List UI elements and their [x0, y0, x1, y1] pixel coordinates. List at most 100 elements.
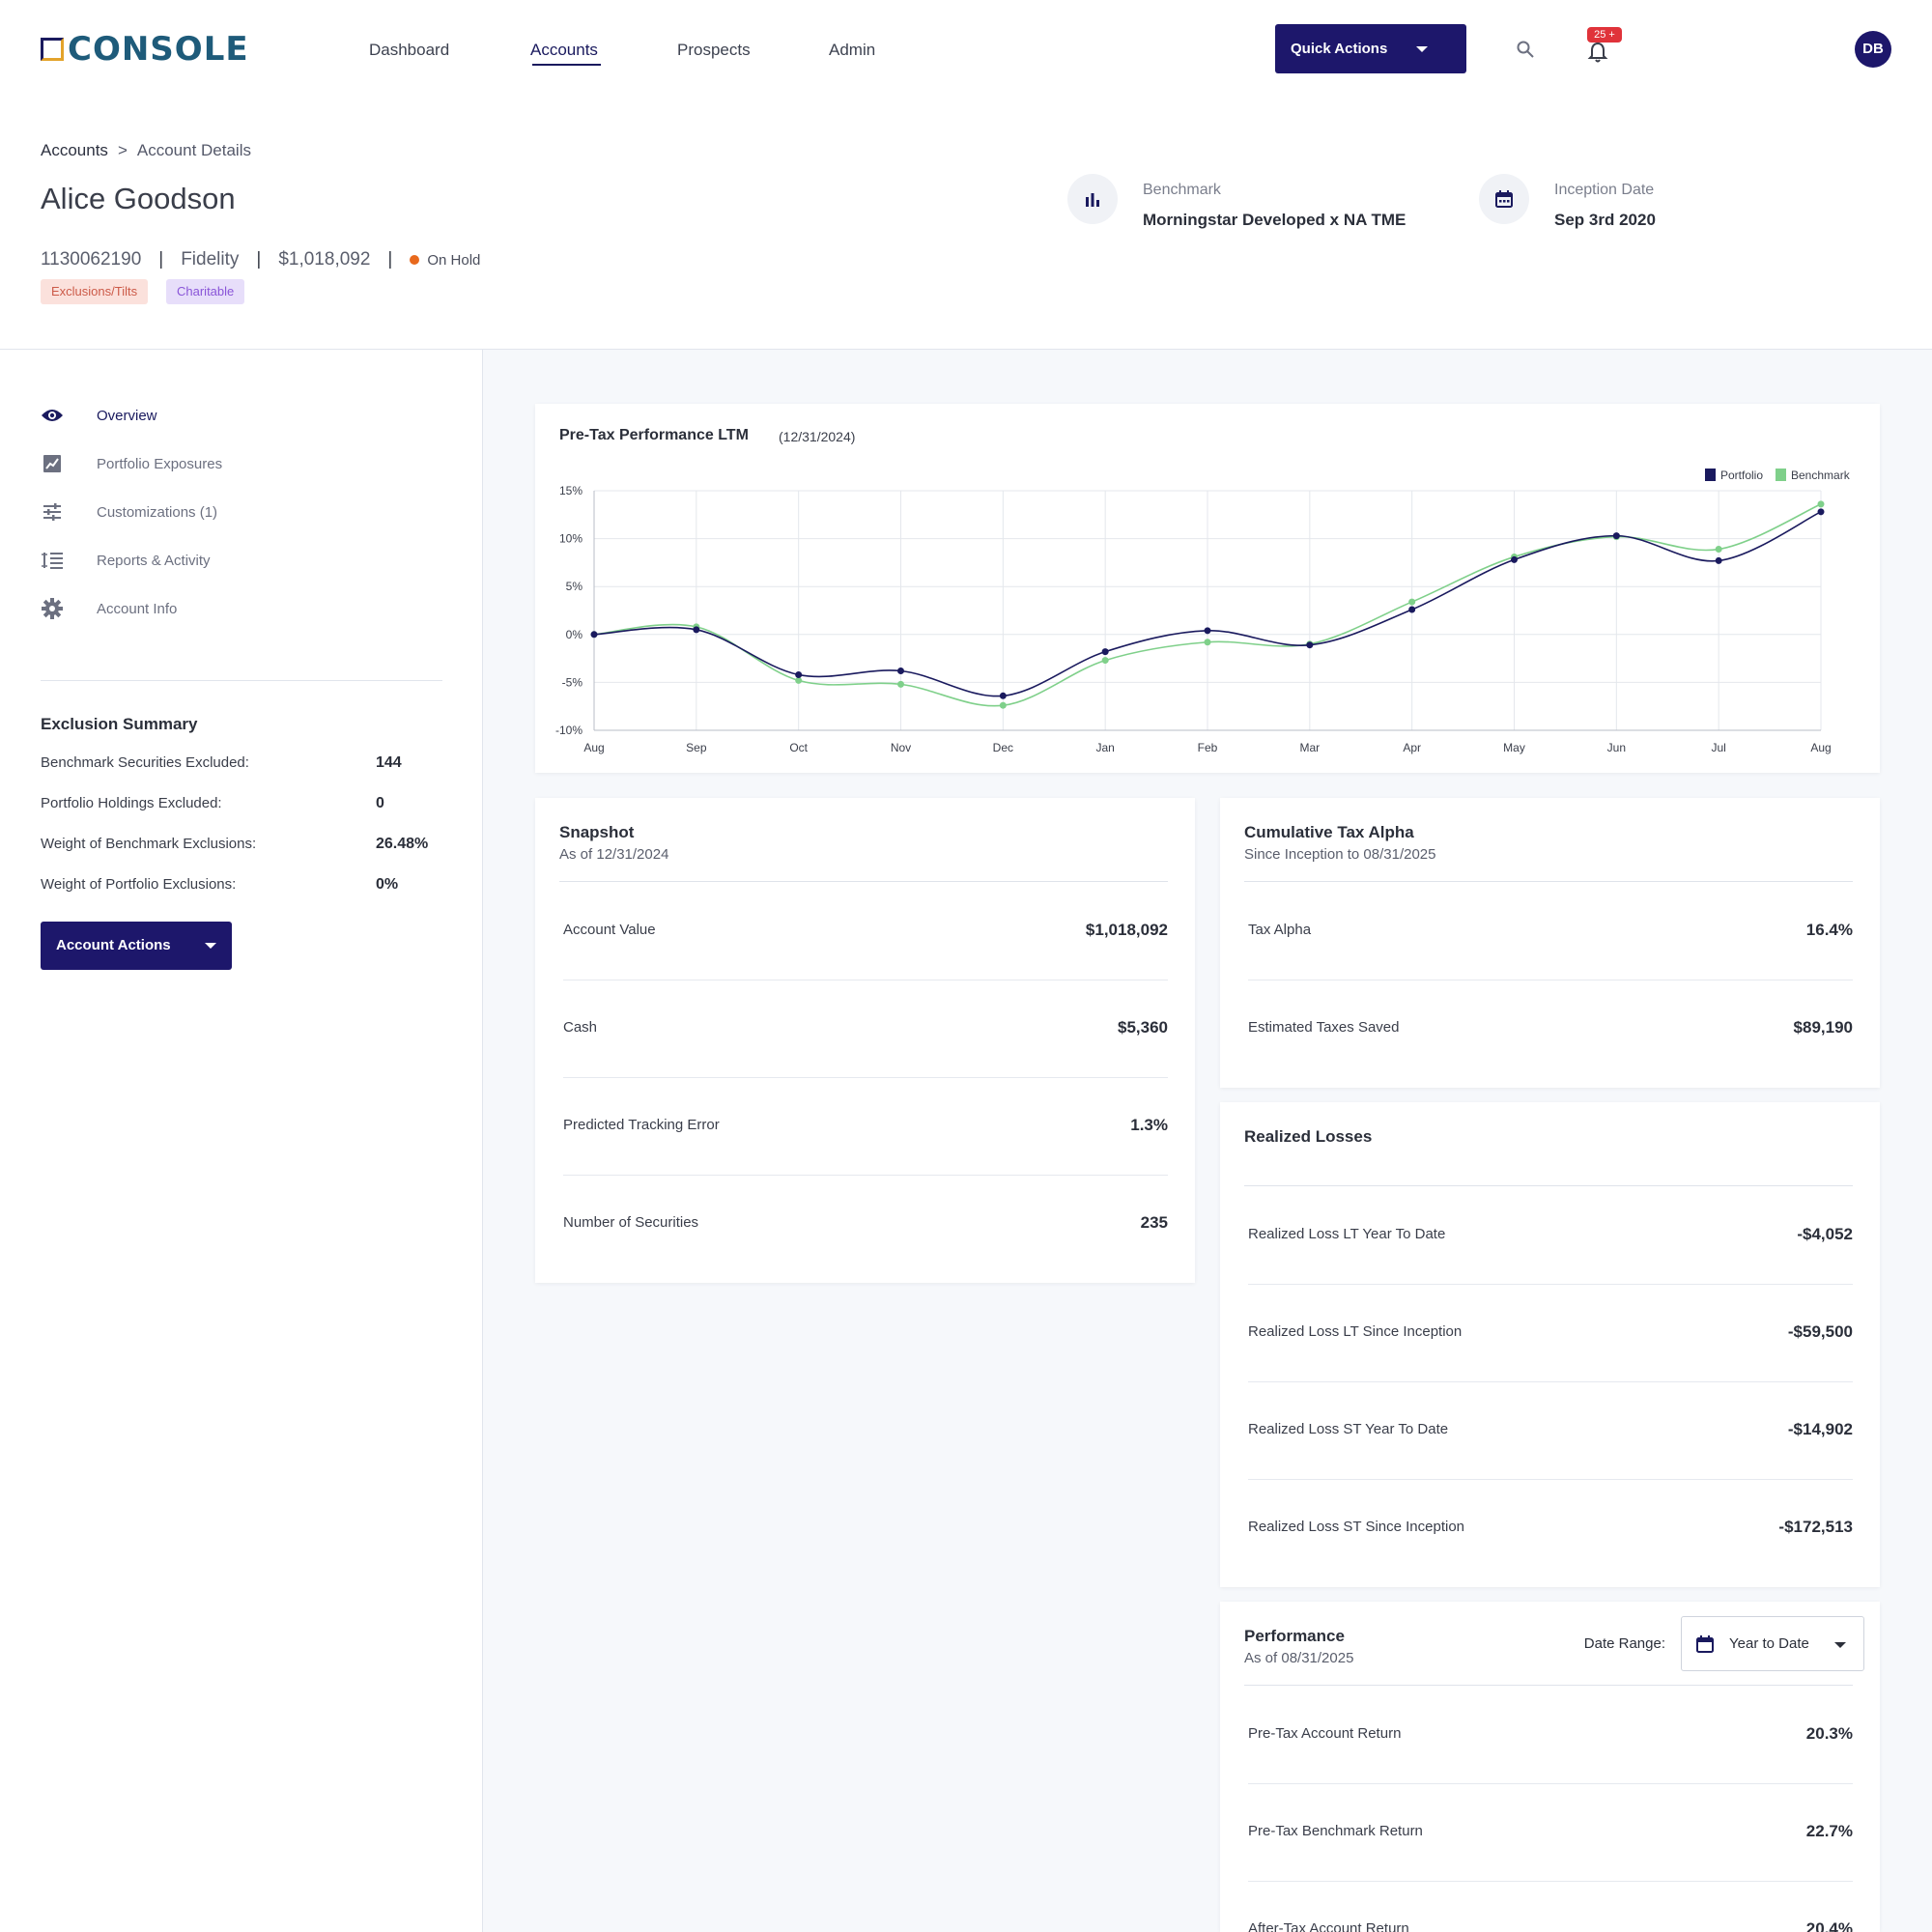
sidebar-item-overview[interactable]: Overview [41, 404, 157, 427]
x-tick-label: May [1503, 741, 1525, 754]
x-tick-label: Aug [1810, 741, 1831, 754]
sidebar: Overview Portfolio Exposures Customizati… [0, 350, 483, 1932]
card-divider [559, 881, 1168, 882]
breadcrumb: Accounts > Account Details [41, 141, 251, 160]
snapshot-row: Predicted Tracking Error 1.3% [563, 1078, 1168, 1176]
portfolio-data-point [1715, 556, 1722, 564]
gear-icon [41, 597, 64, 620]
tax-alpha-row: Estimated Taxes Saved $89,190 [1248, 980, 1853, 1078]
portfolio-data-point [795, 670, 803, 678]
performance-chart-card: Pre-Tax Performance LTM (12/31/2024) 15%… [535, 404, 1880, 773]
account-custodian: Fidelity [181, 249, 240, 270]
benchmark-data-point [1408, 598, 1416, 606]
x-tick-label: Aug [583, 741, 604, 754]
card-divider [1244, 881, 1853, 882]
sidebar-item-portfolio-exposures[interactable]: Portfolio Exposures [41, 452, 222, 475]
chart-image-icon [41, 452, 64, 475]
notification-badge: 25 + [1587, 27, 1622, 43]
benchmark-data-point [1101, 657, 1109, 665]
portfolio-data-point [897, 667, 904, 674]
account-meta: 1130062190 | Fidelity | $1,018,092 | On … [41, 249, 481, 270]
benchmark-value: Morningstar Developed x NA TME [1143, 211, 1406, 229]
list-icon [41, 549, 64, 572]
performance-subtitle: As of 08/31/2025 [1244, 1650, 1354, 1666]
x-tick-label: Mar [1299, 741, 1320, 754]
sidebar-item-label: Customizations (1) [97, 503, 218, 521]
logo-text: CONSOLE [68, 30, 249, 69]
card-divider [1244, 1685, 1853, 1686]
exclusion-row: Benchmark Securities Excluded: 144 [41, 754, 446, 772]
realized-loss-row: Realized Loss ST Since Inception -$172,5… [1248, 1480, 1853, 1577]
date-range-select[interactable]: Year to Date [1681, 1616, 1864, 1671]
snapshot-row: Cash $5,360 [563, 980, 1168, 1078]
x-tick-label: Jul [1711, 741, 1725, 754]
realized-loss-row: Realized Loss ST Year To Date -$14,902 [1248, 1382, 1853, 1480]
benchmark-legend-label: Benchmark [1791, 469, 1851, 482]
tag-exclusions-tilts: Exclusions/Tilts [41, 279, 149, 304]
x-tick-label: Sep [686, 741, 707, 754]
snapshot-label: Account Value [563, 922, 656, 938]
performance-title: Performance [1244, 1627, 1345, 1645]
benchmark-data-point [999, 701, 1007, 709]
account-actions-button[interactable]: Account Actions [41, 922, 232, 970]
exclusion-label: Weight of Portfolio Exclusions: [41, 876, 237, 893]
sidebar-item-reports-activity[interactable]: Reports & Activity [41, 549, 211, 572]
realized-loss-label: Realized Loss LT Year To Date [1248, 1226, 1446, 1242]
calendar-icon [1479, 174, 1529, 224]
exclusion-row: Weight of Benchmark Exclusions: 26.48% [41, 836, 446, 853]
account-value: $1,018,092 [278, 249, 371, 270]
portfolio-data-point [1612, 532, 1620, 540]
snapshot-label: Number of Securities [563, 1214, 699, 1231]
performance-row: Pre-Tax Benchmark Return 22.7% [1248, 1784, 1853, 1882]
portfolio-data-point [693, 626, 700, 634]
realized-loss-value: -$172,513 [1778, 1518, 1853, 1536]
x-tick-label: Dec [993, 741, 1013, 754]
benchmark-data-point [1715, 546, 1722, 554]
performance-label: Pre-Tax Benchmark Return [1248, 1823, 1423, 1839]
status-dot-icon [410, 255, 420, 265]
page-title: Alice Goodson [41, 182, 236, 215]
breadcrumb-accounts[interactable]: Accounts [41, 141, 108, 159]
portfolio-data-point [1204, 627, 1211, 635]
avatar[interactable]: DB [1855, 31, 1891, 68]
tax-alpha-value: 16.4% [1805, 921, 1853, 939]
nav-prospects[interactable]: Prospects [677, 41, 751, 59]
exclusion-summary-title: Exclusion Summary [41, 715, 198, 733]
tax-alpha-title: Cumulative Tax Alpha [1244, 823, 1414, 841]
performance-value: 20.3% [1805, 1724, 1853, 1743]
sidebar-item-account-info[interactable]: Account Info [41, 597, 177, 620]
performance-card: Performance As of 08/31/2025 Date Range:… [1220, 1602, 1880, 1932]
nav-accounts[interactable]: Accounts [530, 41, 598, 59]
chevron-down-icon [205, 943, 216, 949]
tag-charitable: Charitable [166, 279, 245, 304]
search-icon[interactable] [1517, 41, 1534, 58]
date-range-label: Date Range: [1583, 1635, 1665, 1652]
performance-label: Pre-Tax Account Return [1248, 1725, 1402, 1742]
sidebar-item-customizations[interactable]: Customizations (1) [41, 500, 217, 524]
exclusion-label: Portfolio Holdings Excluded: [41, 795, 222, 811]
console-logo[interactable]: CONSOLE [41, 33, 249, 66]
nav-admin[interactable]: Admin [829, 41, 876, 59]
snapshot-row: Number of Securities 235 [563, 1176, 1168, 1273]
x-tick-label: Jan [1095, 741, 1114, 754]
realized-losses-card: Realized Losses Realized Loss LT Year To… [1220, 1102, 1880, 1587]
snapshot-label: Cash [563, 1019, 598, 1036]
tax-alpha-label: Estimated Taxes Saved [1248, 1019, 1400, 1036]
quick-actions-button[interactable]: Quick Actions [1275, 24, 1466, 73]
realized-loss-value: -$14,902 [1787, 1420, 1853, 1438]
performance-chart: 15%10%5%0%-5%-10%Aug Sep Oct Nov Dec Jan Feb Ma… [555, 469, 1851, 754]
exclusion-value: 0% [376, 876, 399, 893]
exclusion-row: Weight of Portfolio Exclusions: 0% [41, 876, 446, 894]
y-tick-label: 5% [566, 580, 583, 593]
benchmark-data-point [1817, 500, 1825, 508]
performance-label: After-Tax Account Return [1248, 1920, 1409, 1932]
portfolio-legend-label: Portfolio [1720, 469, 1763, 482]
sidebar-item-label: Portfolio Exposures [97, 455, 223, 472]
nav-dashboard[interactable]: Dashboard [369, 41, 450, 59]
quick-actions-label: Quick Actions [1291, 41, 1388, 57]
breadcrumb-separator: > [117, 141, 128, 159]
bell-icon[interactable] [1587, 41, 1608, 64]
x-tick-label: Feb [1198, 741, 1218, 754]
exclusion-value: 26.48% [376, 836, 429, 852]
sliders-icon [41, 500, 64, 524]
